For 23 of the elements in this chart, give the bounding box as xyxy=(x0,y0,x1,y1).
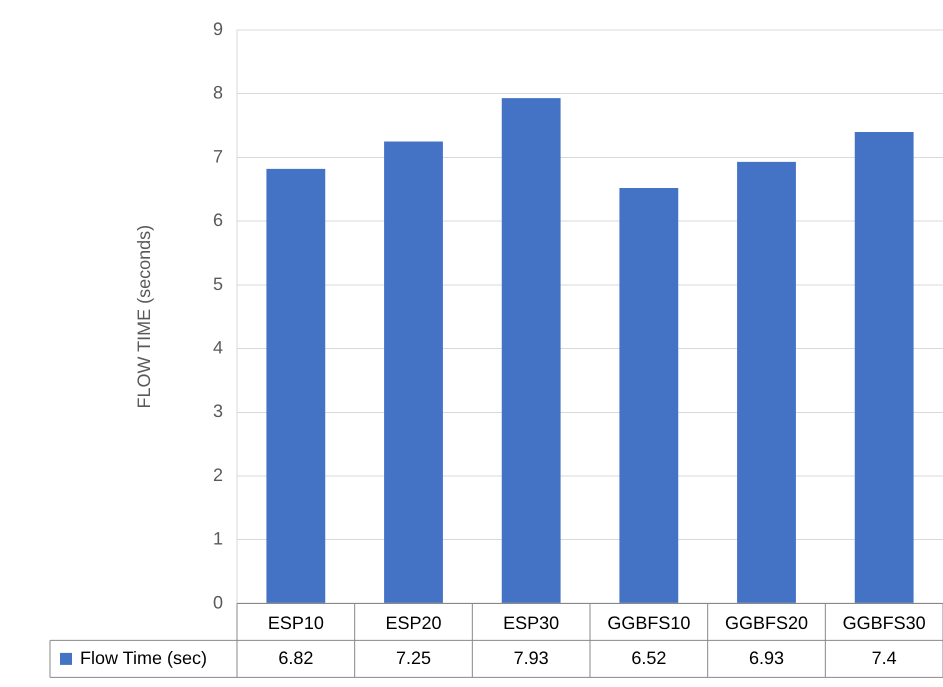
x-tick-label: ESP10 xyxy=(268,613,324,634)
y-tick-label: 0 xyxy=(212,592,223,612)
x-tick-label: ESP20 xyxy=(385,613,442,634)
y-tick-label: 8 xyxy=(212,82,223,103)
bar xyxy=(266,168,326,603)
x-tick-label: ESP30 xyxy=(503,613,560,634)
bar xyxy=(502,98,561,603)
y-tick-label: 9 xyxy=(212,18,223,39)
y-tick-label: 1 xyxy=(212,528,223,549)
y-tick-label: 6 xyxy=(212,210,223,230)
bar xyxy=(619,188,678,603)
x-tick-label: GGBFS20 xyxy=(724,613,808,634)
y-tick-label: 7 xyxy=(212,146,223,166)
y-tick-label: 3 xyxy=(212,401,223,422)
x-tick-label: GGBFS30 xyxy=(842,613,926,634)
bar xyxy=(737,162,796,603)
y-axis-title: FLOW TIME (seconds) xyxy=(134,224,154,409)
bar xyxy=(854,132,914,603)
bar xyxy=(384,141,443,603)
y-tick-label: 5 xyxy=(212,274,223,294)
x-tick-label: GGBFS10 xyxy=(607,613,690,634)
y-tick-label: 2 xyxy=(212,464,223,485)
y-tick-label: 4 xyxy=(212,338,223,358)
